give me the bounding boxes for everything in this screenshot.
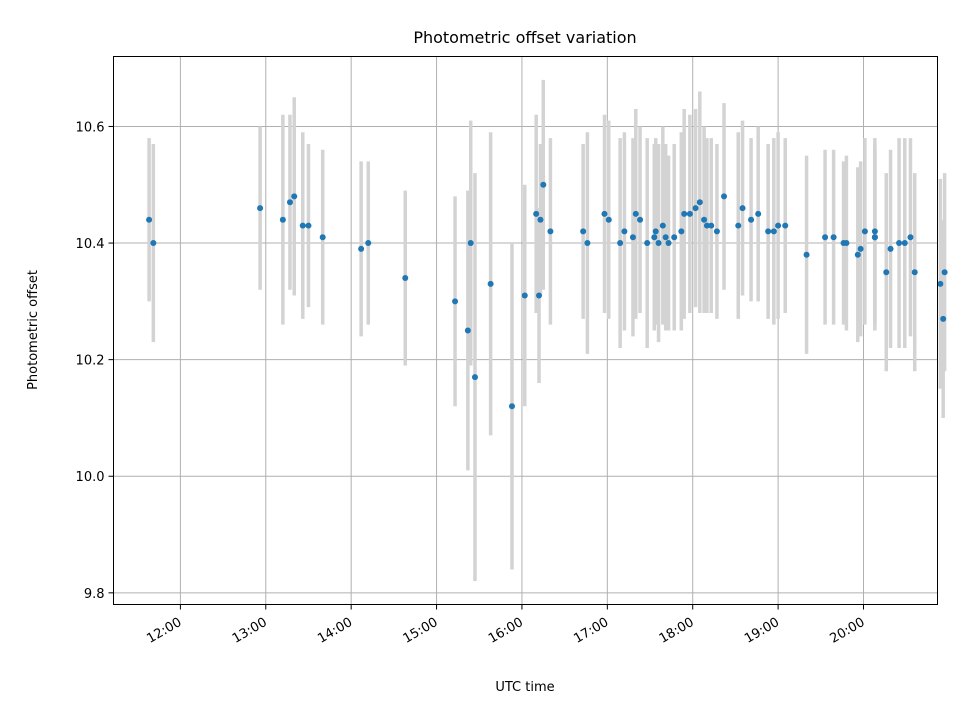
y-tick-label: 10.0: [76, 470, 105, 485]
y-axis-label: Photometric offset: [26, 270, 41, 390]
data-point: [305, 222, 312, 229]
data-point: [701, 216, 708, 223]
data-point: [319, 234, 326, 241]
data-point: [887, 245, 894, 252]
data-point: [692, 205, 699, 212]
data-point: [708, 222, 715, 229]
data-point: [937, 280, 944, 287]
data-point: [584, 240, 591, 247]
data-point: [605, 216, 612, 223]
x-tick-label: 18:00: [657, 615, 697, 647]
data-point: [782, 222, 789, 229]
chart-title: Photometric offset variation: [413, 28, 636, 47]
x-tick-label: 15:00: [401, 615, 441, 647]
data-point: [681, 210, 688, 217]
x-tick-label: 20:00: [828, 615, 868, 647]
data-point: [696, 199, 703, 206]
data-point: [150, 240, 157, 247]
data-point: [286, 199, 293, 206]
data-point: [721, 193, 728, 200]
data-point: [617, 240, 624, 247]
data-point: [911, 269, 918, 276]
data-point: [907, 234, 914, 241]
data-point: [637, 216, 644, 223]
x-axis-label: UTC time: [495, 680, 554, 695]
error-bar-layer: [147, 79, 947, 582]
data-point: [632, 210, 639, 217]
x-tick-label: 13:00: [230, 615, 270, 647]
data-point: [521, 292, 528, 299]
data-point: [662, 234, 669, 241]
data-point: [621, 228, 628, 235]
x-tick-label: 12:00: [144, 615, 184, 647]
data-point: [735, 222, 742, 229]
data-point: [291, 193, 298, 200]
data-point: [365, 240, 372, 247]
data-point: [299, 222, 306, 229]
data-point: [536, 292, 543, 299]
data-point: [358, 245, 365, 252]
data-point: [652, 228, 659, 235]
data-point: [547, 228, 554, 235]
x-tick-label: 17:00: [571, 615, 611, 647]
data-point: [601, 210, 608, 217]
data-point: [871, 234, 878, 241]
data-point: [871, 228, 878, 235]
data-point: [857, 245, 864, 252]
y-tick-label: 10.2: [76, 354, 105, 369]
x-tick-label: 14:00: [315, 615, 355, 647]
data-point: [775, 222, 782, 229]
data-point: [629, 234, 636, 241]
point-layer: [146, 181, 948, 410]
data-point: [651, 234, 658, 241]
plot-frame: [113, 56, 938, 605]
data-point: [883, 269, 890, 276]
data-point: [487, 280, 494, 287]
y-tick-label: 10.4: [76, 237, 105, 252]
data-point: [803, 251, 810, 258]
data-point: [671, 234, 678, 241]
x-tick-label: 16:00: [486, 615, 526, 647]
data-point: [748, 216, 755, 223]
data-point: [678, 228, 685, 235]
data-point: [471, 374, 478, 381]
data-point: [146, 216, 153, 223]
data-point: [896, 240, 903, 247]
data-point: [508, 403, 515, 410]
data-point: [402, 275, 409, 282]
data-point: [279, 216, 286, 223]
data-point: [659, 222, 666, 229]
data-point: [655, 240, 662, 247]
y-tick-label: 10.6: [76, 120, 105, 135]
data-point: [537, 216, 544, 223]
data-point: [540, 181, 547, 188]
data-point: [713, 228, 720, 235]
data-point: [464, 327, 471, 334]
data-point: [901, 240, 908, 247]
data-point: [755, 210, 762, 217]
data-point: [686, 210, 693, 217]
data-point: [739, 205, 746, 212]
data-point: [861, 228, 868, 235]
data-point: [941, 269, 948, 276]
data-point: [257, 205, 264, 212]
data-point: [940, 315, 947, 322]
data-point: [765, 228, 772, 235]
data-point: [770, 228, 777, 235]
data-point: [580, 228, 587, 235]
data-point: [830, 234, 837, 241]
data-point: [822, 234, 829, 241]
data-point: [467, 240, 474, 247]
data-point: [665, 240, 672, 247]
x-tick-label: 19:00: [742, 615, 782, 647]
data-point: [854, 251, 861, 258]
data-point: [452, 298, 459, 305]
y-tick-label: 9.8: [84, 587, 105, 602]
data-point: [644, 240, 651, 247]
data-point: [533, 210, 540, 217]
data-point: [843, 240, 850, 247]
data-point: [703, 222, 710, 229]
